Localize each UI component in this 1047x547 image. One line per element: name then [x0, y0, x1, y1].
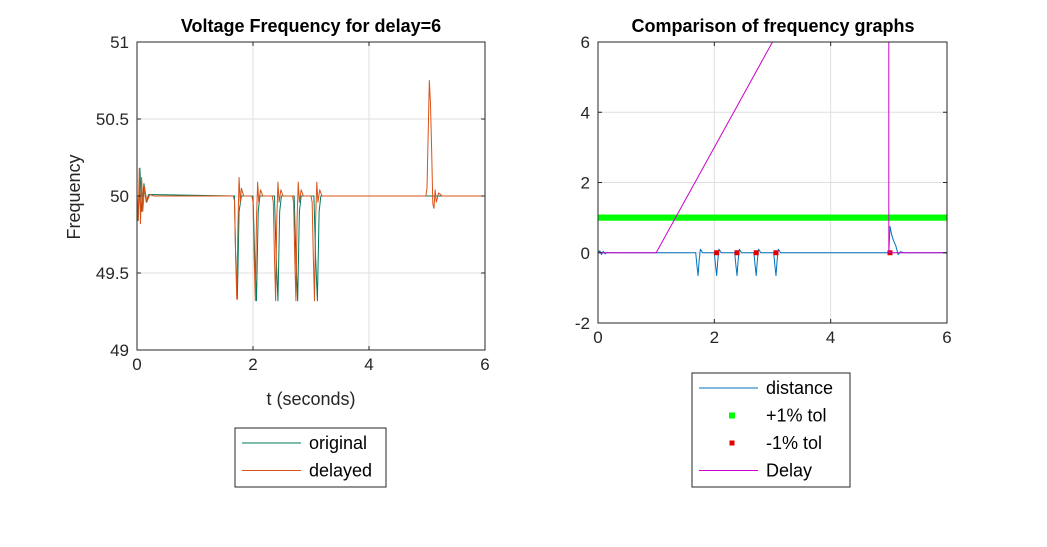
right-chart-y-tick-label: 2 — [581, 174, 590, 193]
right-chart-legend-label-delay: Delay — [766, 461, 812, 481]
left-chart-y-tick-label: 49.5 — [96, 264, 129, 283]
right-chart-series-1pct-tol — [598, 214, 947, 221]
right-chart-series-group — [598, 42, 947, 277]
right-chart-point-1pct-tol — [714, 250, 720, 256]
left-chart-y-tick-label: 51 — [110, 33, 129, 52]
left-chart-y-tick-label: 50 — [110, 187, 129, 206]
left-chart-y-tick-label: 50.5 — [96, 110, 129, 129]
right-chart-legend-box — [691, 372, 851, 488]
left-chart-x-tick-label: 2 — [248, 355, 257, 374]
left-chart-title: Voltage Frequency for delay=6 — [181, 16, 441, 36]
left-chart-legend: original delayed — [234, 427, 387, 488]
left-chart-panel: Voltage Frequency for delay=6 t (seconds… — [64, 16, 490, 488]
right-chart-legend-swatch-1pct-tol — [729, 440, 735, 446]
right-chart-point-1pct-tol — [944, 214, 947, 221]
right-chart-panel: Comparison of frequency graphs 0 2 4 6-2024… — [575, 16, 952, 488]
right-chart-point-1pct-tol — [753, 250, 759, 256]
right-chart-x-tick-label: 2 — [710, 328, 719, 347]
right-chart-title: Comparison of frequency graphs — [631, 16, 914, 36]
left-chart-x-tick-label: 6 — [480, 355, 489, 374]
right-chart-legend-label-1pct-tol: +1% tol — [766, 406, 827, 426]
right-chart-y-tick-label: 0 — [581, 244, 590, 263]
right-chart-legend-label-distance: distance — [766, 378, 833, 398]
right-chart-point-1pct-tol — [773, 250, 779, 256]
right-chart-y-tick-label: 4 — [581, 103, 590, 122]
right-chart-legend-swatch-1pct-tol — [729, 412, 735, 419]
left-chart-legend-box — [234, 427, 387, 488]
left-chart-y-tick-label: 49 — [110, 341, 129, 360]
left-chart-series-delayed — [137, 80, 485, 302]
left-chart-y-axis-label: Frequency — [64, 154, 84, 239]
left-chart-series-group — [137, 80, 485, 302]
left-chart-x-tick-label: 0 — [132, 355, 141, 374]
left-chart-legend-label-delayed: delayed — [309, 461, 372, 481]
right-chart-x-tick-label: 4 — [826, 328, 835, 347]
right-chart-series-delay — [598, 42, 947, 254]
right-chart-x-tick-label: 6 — [942, 328, 951, 347]
right-chart-y-tick-label: -2 — [575, 314, 590, 333]
right-chart-point-1pct-tol — [734, 250, 740, 256]
right-chart-legend: distance +1% tol -1% tol Delay — [691, 372, 851, 488]
left-chart-x-tick-label: 4 — [364, 355, 373, 374]
right-chart-legend-label-1pct-tol: -1% tol — [766, 433, 822, 453]
left-chart-legend-label-original: original — [309, 433, 367, 453]
left-chart-x-axis-label: t (seconds) — [266, 389, 355, 409]
right-chart-x-tick-label: 0 — [593, 328, 602, 347]
right-chart-y-tick-label: 6 — [581, 33, 590, 52]
